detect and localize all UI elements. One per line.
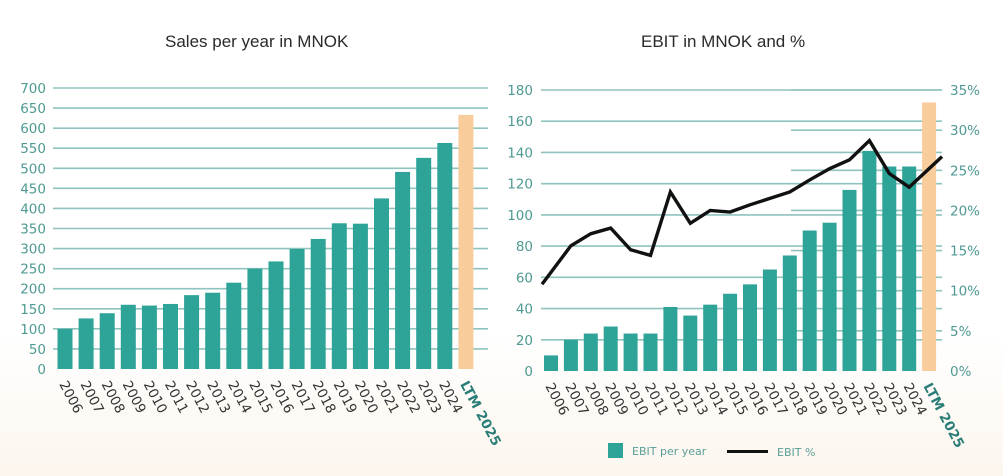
- bar: [643, 333, 658, 371]
- bar: [723, 293, 738, 371]
- bar: [563, 339, 578, 371]
- ebit-chart-title: EBIT in MNOK and %: [641, 32, 806, 51]
- y-left-tick-label: 60: [516, 270, 533, 286]
- y-tick-label: 0: [37, 362, 46, 378]
- y-tick-label: 650: [20, 101, 46, 117]
- legend-swatch-ebit-percent: [727, 450, 768, 453]
- bar: [583, 333, 598, 371]
- y-tick-label: 250: [20, 262, 46, 278]
- bar: [184, 295, 200, 369]
- bar: [226, 282, 242, 369]
- ebit-legend: EBIT per year EBIT %: [608, 443, 815, 459]
- bar: [782, 255, 797, 371]
- bar: [862, 150, 877, 371]
- legend-label-ebit-per-year: EBIT per year: [632, 445, 707, 458]
- y-right-tick-label: 35%: [950, 83, 980, 99]
- bar: [141, 305, 157, 369]
- ebit-percent-line: [540, 137, 944, 286]
- x-tick-label: LTM 2025: [920, 380, 968, 450]
- ebit-chart: 0 20 40 60 80 100 120 140 160 180 0% 5% 10% 15% 20% 25%…: [507, 83, 980, 451]
- y-tick-label: 500: [20, 161, 46, 177]
- bar: [882, 166, 897, 371]
- y-tick-label: 300: [20, 242, 46, 258]
- bar: [663, 306, 678, 371]
- x-tick-label: LTM 2025: [456, 378, 504, 448]
- bar: [163, 303, 178, 369]
- bar: [374, 198, 389, 369]
- bar: [544, 355, 558, 371]
- y-tick-label: 400: [20, 201, 46, 217]
- bar: [683, 315, 698, 371]
- y-left-tick-label: 80: [516, 239, 533, 255]
- bar-ltm: [922, 102, 937, 371]
- bar: [822, 222, 837, 371]
- bar: [268, 261, 284, 369]
- y-tick-label: 600: [20, 121, 46, 137]
- bar: [743, 284, 757, 371]
- y-tick-label: 450: [20, 181, 46, 197]
- bar: [57, 328, 73, 369]
- bar: [703, 304, 718, 371]
- bar: [603, 326, 618, 371]
- bar: [99, 313, 115, 369]
- y-right-tick-label: 25%: [950, 163, 980, 179]
- legend-label-ebit-percent: EBIT %: [777, 446, 815, 459]
- legend-swatch-ebit-per-year: [608, 443, 623, 458]
- y-right-tick-label: 0%: [950, 364, 972, 380]
- y-tick-label: 700: [20, 81, 46, 97]
- bar: [437, 142, 453, 369]
- bar: [762, 269, 777, 371]
- y-left-tick-label: 100: [507, 208, 533, 224]
- y-tick-label: 50: [29, 342, 46, 358]
- y-tick-label: 150: [20, 302, 46, 318]
- y-right-tick-label: 10%: [950, 284, 980, 300]
- bar: [247, 268, 263, 369]
- sales-chart: 0 50 100 150 200 250 300 350 400 450 500 550 600 650 7…: [20, 81, 504, 449]
- bar: [78, 318, 94, 369]
- sales-chart-title: Sales per year in MNOK: [165, 32, 349, 51]
- y-left-tick-label: 120: [507, 177, 533, 193]
- y-right-tick-label: 15%: [950, 244, 980, 260]
- bar: [395, 171, 411, 369]
- bar: [289, 248, 305, 369]
- bar: [902, 166, 917, 371]
- y-left-tick-label: 0: [524, 364, 533, 380]
- y-tick-label: 100: [20, 322, 46, 338]
- y-left-tick-label: 180: [507, 83, 533, 99]
- bar: [802, 230, 817, 371]
- y-left-tick-label: 140: [507, 145, 533, 161]
- bar: [352, 223, 368, 369]
- bar: [205, 292, 221, 369]
- y-right-tick-label: 20%: [950, 203, 980, 219]
- bar: [623, 333, 638, 371]
- y-right-tick-label: 30%: [950, 123, 980, 139]
- y-tick-label: 350: [20, 222, 46, 238]
- bar: [331, 223, 347, 369]
- y-tick-label: 550: [20, 141, 46, 157]
- y-left-tick-label: 160: [507, 114, 533, 130]
- bar: [842, 189, 857, 371]
- y-left-tick-label: 20: [516, 333, 533, 349]
- y-tick-label: 200: [20, 282, 46, 298]
- y-left-tick-label: 40: [516, 302, 533, 318]
- bar: [310, 238, 326, 369]
- bar-ltm: [458, 114, 474, 369]
- y-right-tick-label: 5%: [950, 324, 972, 340]
- bar: [120, 304, 136, 369]
- bar: [416, 157, 432, 369]
